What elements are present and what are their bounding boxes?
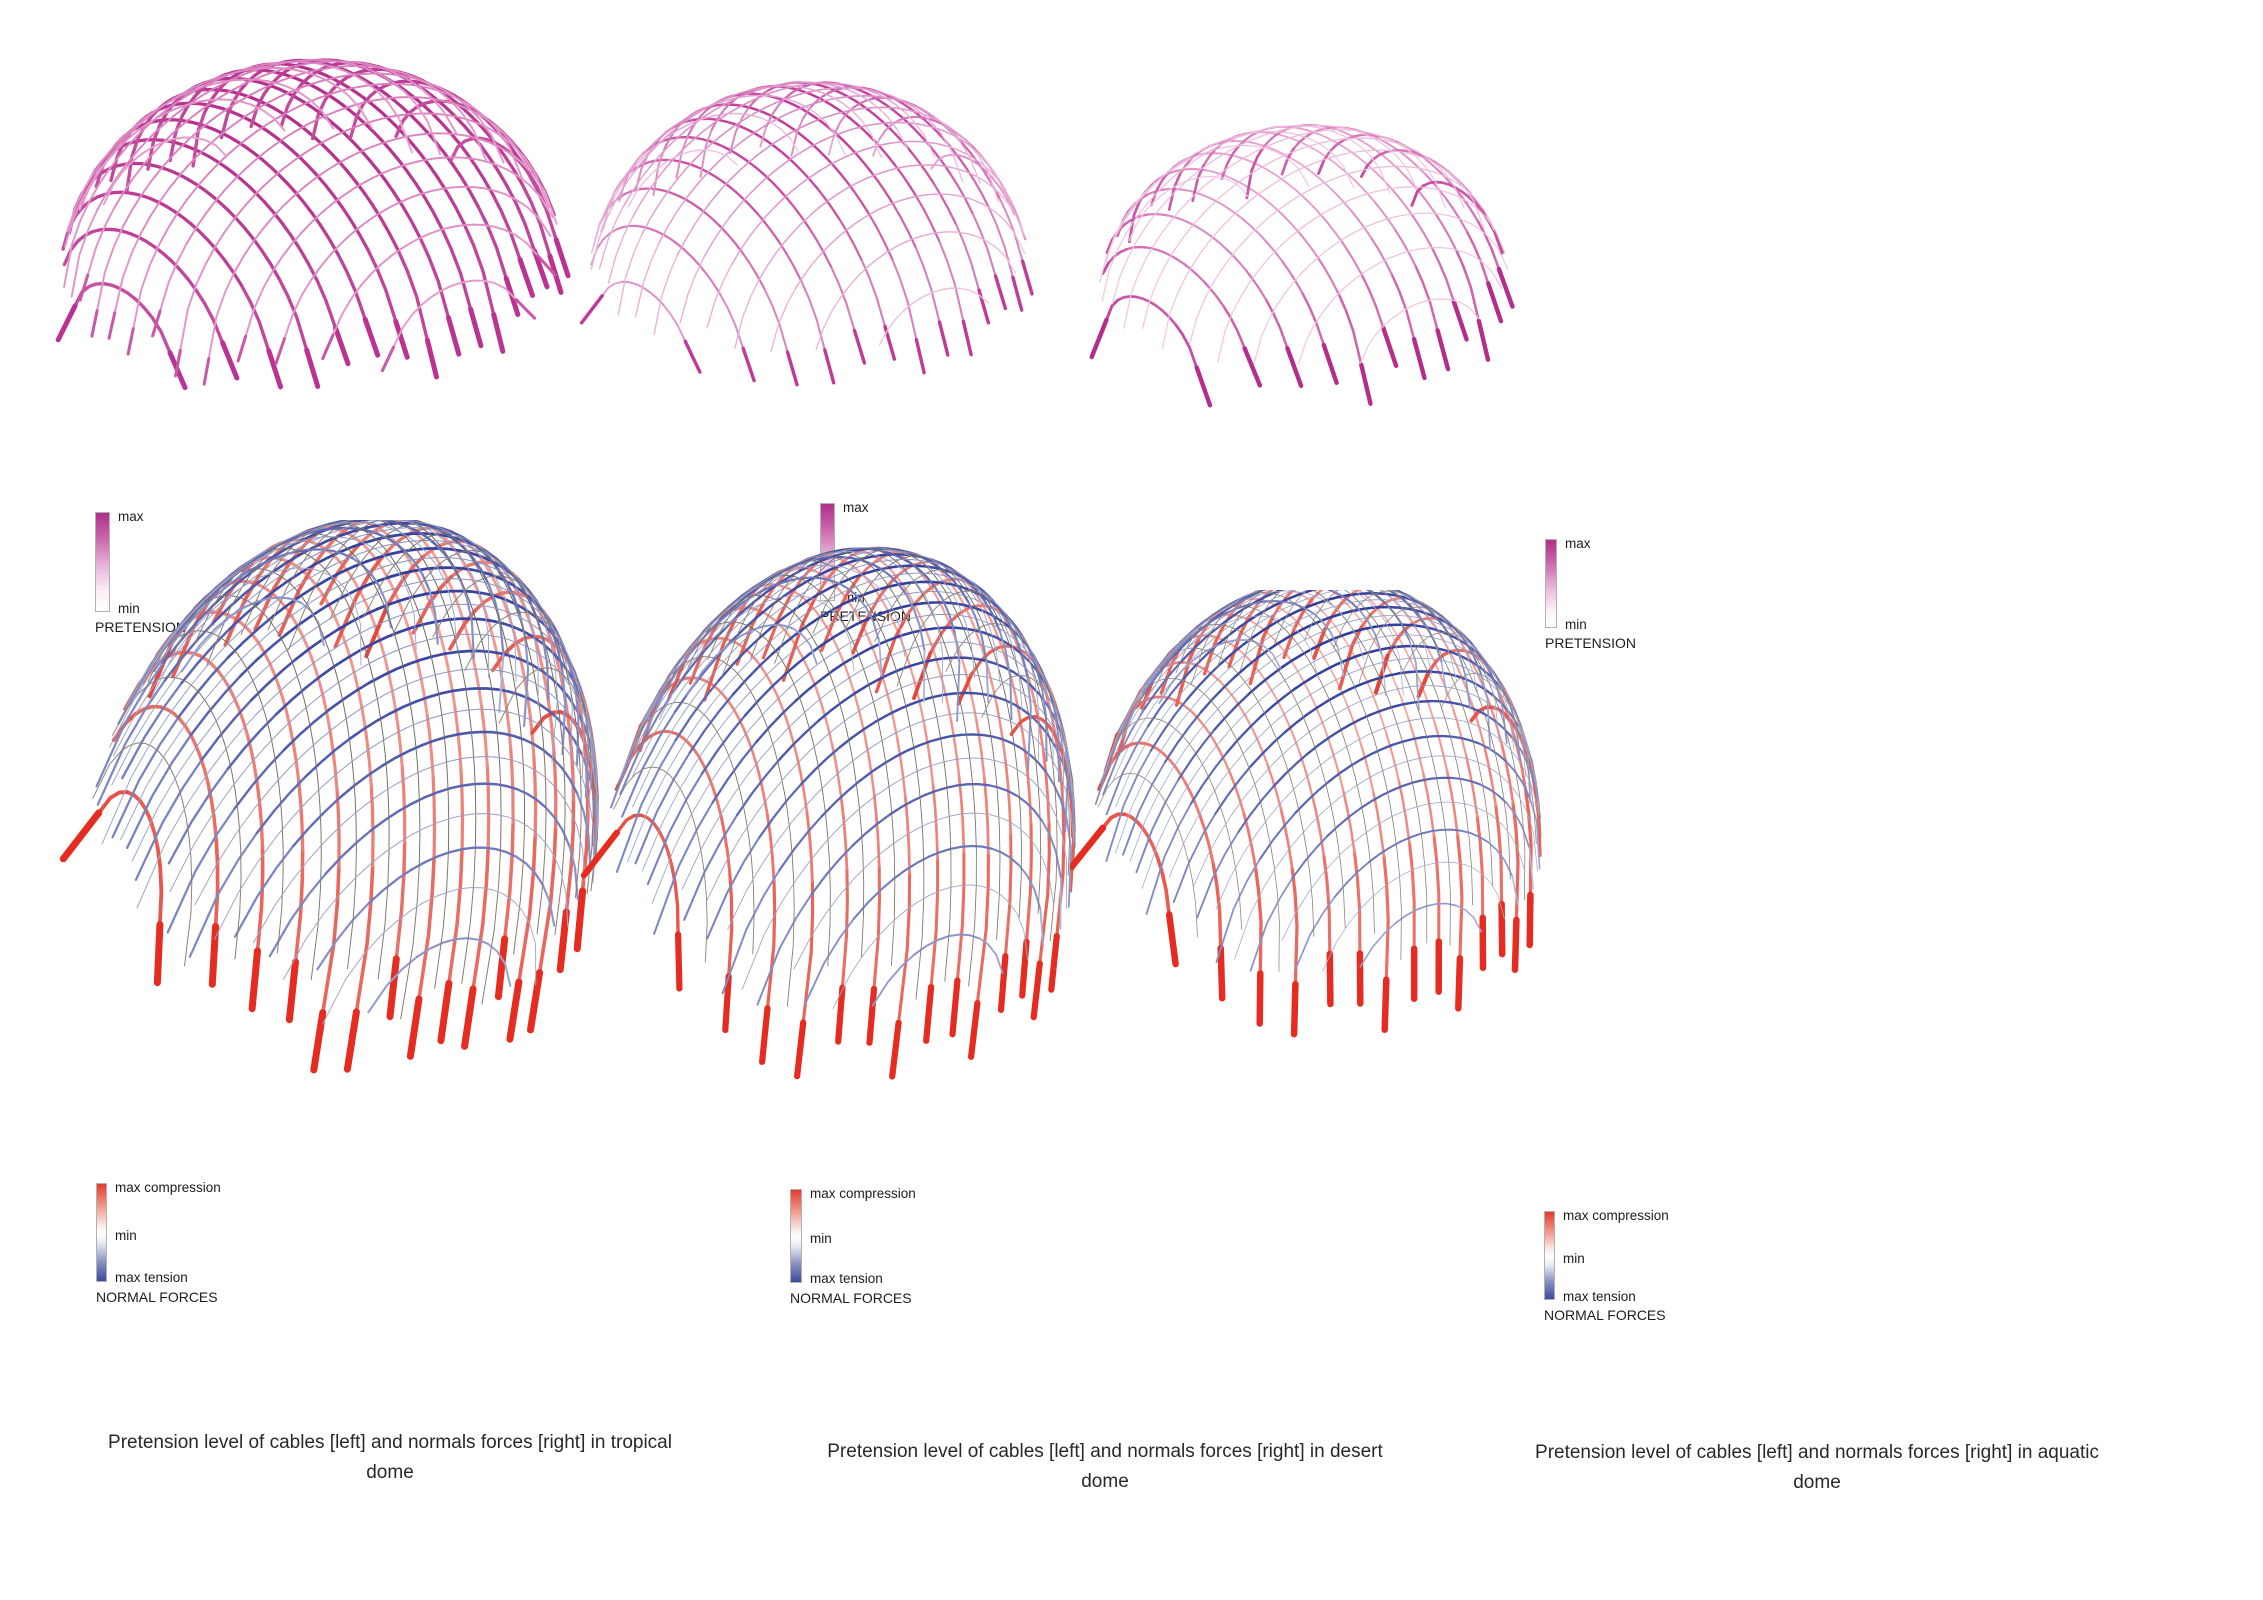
aquatic-normal-forces-dome-figure xyxy=(1070,590,1542,1038)
legend-min-label: min xyxy=(1565,617,1587,632)
legend-min-label: min xyxy=(118,601,140,616)
legend-max-compression-label: max compression xyxy=(810,1186,916,1201)
legend-title: PRETENSION xyxy=(95,619,187,635)
legend-max-label: max xyxy=(118,509,144,524)
legend-max-label: max xyxy=(1565,536,1591,551)
aquatic-pretension-dome-figure xyxy=(1089,124,1515,408)
caption-aquatic: Pretension level of cables [left] and no… xyxy=(1467,1438,2167,1498)
caption-desert: Pretension level of cables [left] and no… xyxy=(755,1437,1455,1497)
normal-forces-colorbar xyxy=(790,1189,802,1283)
caption-tropical: Pretension level of cables [left] and no… xyxy=(40,1428,740,1488)
caption-line2: dome xyxy=(1793,1472,1841,1493)
caption-line1: Pretension level of cables [left] and no… xyxy=(108,1432,672,1453)
legend-max-tension-label: max tension xyxy=(115,1270,188,1285)
legend-min-label: min xyxy=(1563,1251,1585,1266)
desert-normal-forces-dome-figure xyxy=(580,546,1076,1080)
legend-max-label: max xyxy=(843,500,869,515)
legend-max-compression-label: max compression xyxy=(1563,1208,1669,1223)
legend-max-tension-label: max tension xyxy=(1563,1289,1636,1304)
legend-max-compression-label: max compression xyxy=(115,1180,221,1195)
caption-line1: Pretension level of cables [left] and no… xyxy=(827,1441,1383,1462)
caption-line2: dome xyxy=(366,1462,414,1483)
legend-max-tension-label: max tension xyxy=(810,1271,883,1286)
legend-title: NORMAL FORCES xyxy=(1544,1307,1666,1323)
legend-title: PRETENSION xyxy=(1545,635,1637,651)
legend-min-label: min xyxy=(810,1231,832,1246)
normal-forces-colorbar xyxy=(96,1183,107,1282)
desert-pretension-dome-figure xyxy=(579,81,1034,387)
legend-title: NORMAL FORCES xyxy=(790,1290,912,1306)
pretension-colorbar xyxy=(95,512,110,612)
tropical-pretension-dome-figure xyxy=(55,58,571,391)
pretension-colorbar xyxy=(1545,539,1557,628)
caption-line1: Pretension level of cables [left] and no… xyxy=(1535,1442,2099,1463)
tropical-normal-forces-dome-figure xyxy=(59,520,600,1074)
normal-forces-colorbar xyxy=(1544,1211,1555,1300)
legend-title: NORMAL FORCES xyxy=(96,1289,218,1305)
caption-line2: dome xyxy=(1081,1471,1129,1492)
legend-min-label: min xyxy=(115,1228,137,1243)
